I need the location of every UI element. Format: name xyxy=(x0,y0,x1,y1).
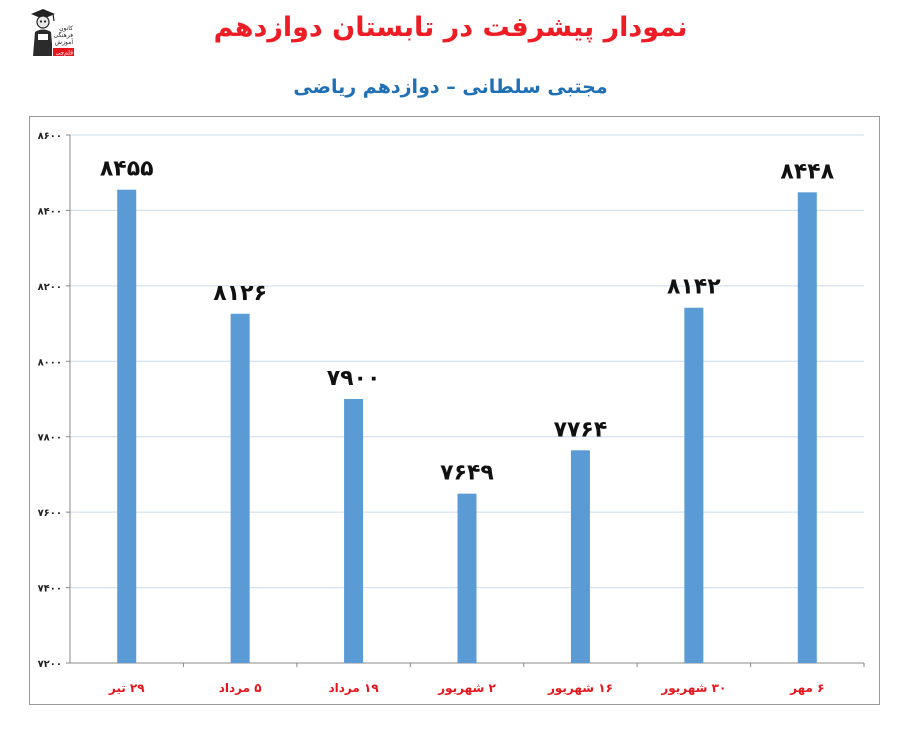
y-tick-label: ۸۰۰۰ xyxy=(38,357,62,368)
chart-subtitle: مجتبی سلطانی – دوازدهم ریاضی xyxy=(293,76,608,98)
graduate-mascot-logo: کانون فرهنگی آموزش قلم‌چی xyxy=(27,6,75,58)
y-tick-label: ۸۲۰۰ xyxy=(38,282,62,293)
data-label: ۷۹۰۰ xyxy=(327,366,381,391)
chart-title: نمودار پیشرفت در تابستان دوازدهم xyxy=(213,12,688,43)
bar xyxy=(117,189,137,663)
bar xyxy=(797,192,817,663)
y-tick-label: ۸۴۰۰ xyxy=(38,206,62,217)
y-tick-label: ۸۶۰۰ xyxy=(38,131,62,142)
data-label: ۷۶۴۹ xyxy=(440,461,494,486)
x-category-label: ۲۹ تیر xyxy=(108,681,145,695)
data-label: ۸۴۴۸ xyxy=(780,159,834,184)
bar xyxy=(344,399,364,663)
x-category-label: ۱۶ شهریور xyxy=(547,681,613,696)
data-label: ۸۱۲۶ xyxy=(213,281,267,306)
x-category-label: ۶ مهر xyxy=(789,681,824,695)
data-label: ۷۷۶۴ xyxy=(554,417,608,442)
bar xyxy=(230,313,250,663)
x-category-label: ۱۹ مرداد xyxy=(328,681,379,695)
logo-line-1: کانون xyxy=(59,25,73,32)
bar xyxy=(570,450,590,663)
y-tick-label: ۷۶۰۰ xyxy=(38,508,62,519)
x-category-label: ۳۰ شهریور xyxy=(660,681,726,696)
bar xyxy=(457,493,477,663)
logo-line-4: قلم‌چی xyxy=(55,50,73,57)
bar xyxy=(684,307,704,663)
y-tick-label: ۷۲۰۰ xyxy=(38,659,62,670)
data-label: ۸۴۵۵ xyxy=(100,157,154,182)
logo-line-3: آموزش xyxy=(55,37,74,46)
data-label: ۸۱۴۲ xyxy=(667,275,721,300)
y-tick-label: ۷۴۰۰ xyxy=(38,584,62,595)
y-tick-label: ۷۸۰۰ xyxy=(38,433,62,444)
logo-line-2: فرهنگی xyxy=(54,31,74,39)
x-category-label: ۲ شهریور xyxy=(437,681,496,696)
chart-frame xyxy=(29,116,880,705)
x-category-label: ۵ مرداد xyxy=(219,681,262,695)
